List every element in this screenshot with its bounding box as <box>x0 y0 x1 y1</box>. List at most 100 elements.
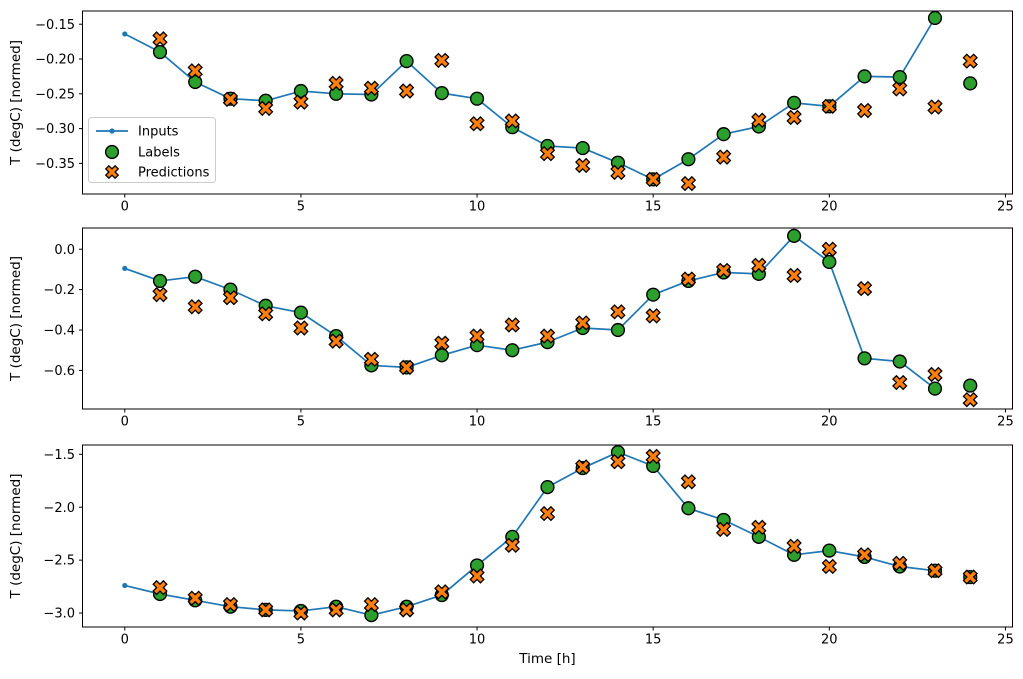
label-marker-circle <box>505 343 520 358</box>
subplot-2: 0 5 10 15 20 25 0.0 −0.2 −0.4 −0.6 T (degC) [norme… <box>8 227 1014 430</box>
y-tick-label: −0.25 <box>35 87 75 102</box>
prediction-marker-x <box>469 568 485 584</box>
prediction-marker-x <box>187 63 203 79</box>
prediction-marker-x <box>821 98 838 115</box>
label-marker-circle <box>188 74 203 90</box>
input-dot <box>122 582 128 589</box>
axes-frame <box>82 444 1013 628</box>
prediction-marker-x <box>821 241 838 257</box>
prediction-marker-x <box>257 602 274 618</box>
prediction-marker-x <box>610 454 626 470</box>
x-tick-label: 10 <box>469 633 486 648</box>
prediction-marker-x <box>751 519 767 536</box>
prediction-marker-x <box>152 579 168 596</box>
label-marker-circle <box>152 44 168 60</box>
label-marker-circle <box>575 140 590 156</box>
prediction-marker-x <box>786 538 802 555</box>
label-marker-circle <box>152 273 168 289</box>
prediction-marker-x <box>892 374 908 391</box>
axes-frame <box>82 227 1013 410</box>
legend-inputs-dot <box>109 128 115 134</box>
prediction-marker-x <box>469 328 485 344</box>
label-marker-circle <box>822 543 837 558</box>
label-marker-circle <box>434 348 449 363</box>
label-marker-circle <box>857 69 872 84</box>
prediction-marker-x <box>539 145 556 162</box>
prediction-marker-x <box>434 584 450 600</box>
label-marker-circle <box>786 228 802 243</box>
x-tick-label: 5 <box>297 200 305 215</box>
prediction-marker-x <box>856 280 873 297</box>
prediction-marker-x <box>398 359 415 376</box>
prediction-marker-x <box>222 91 239 108</box>
y-tick-label: −3.0 <box>43 607 75 622</box>
prediction-marker-x <box>575 459 591 475</box>
prediction-marker-x <box>504 317 520 333</box>
prediction-marker-x <box>927 562 943 579</box>
label-marker-circle <box>963 378 978 393</box>
label-marker-circle <box>188 269 203 284</box>
label-marker-circle <box>963 76 978 91</box>
x-tick-label: 10 <box>469 200 486 215</box>
prediction-marker-x <box>962 392 978 408</box>
prediction-marker-x <box>257 306 274 322</box>
label-marker-circle <box>716 127 731 142</box>
prediction-marker-x <box>363 80 380 96</box>
prediction-marker-x <box>398 83 415 99</box>
prediction-marker-x <box>751 257 767 274</box>
prediction-marker-x <box>715 521 732 538</box>
label-marker-circle <box>681 501 696 516</box>
prediction-marker-x <box>645 308 661 324</box>
prediction-marker-x <box>152 31 168 47</box>
label-marker-circle <box>927 381 943 396</box>
prediction-marker-x <box>575 157 591 174</box>
label-marker-circle <box>434 86 449 101</box>
series-predictions <box>152 31 978 192</box>
prediction-marker-x <box>222 289 239 306</box>
prediction-marker-x <box>645 448 661 465</box>
y-tick-label: −0.35 <box>35 157 75 172</box>
legend-entry-label: Predictions <box>138 166 210 181</box>
input-dot <box>122 31 128 37</box>
prediction-marker-x <box>892 555 908 572</box>
legend-entry-label: Inputs <box>138 125 179 140</box>
x-tick-label: 0 <box>121 633 129 648</box>
label-marker-circle <box>646 287 661 302</box>
y-tick-label: −0.20 <box>35 53 75 68</box>
y-axis-label: T (degC) [normed] <box>8 256 24 382</box>
legend-box <box>88 117 216 183</box>
prediction-marker-x <box>539 328 556 344</box>
prediction-marker-x <box>715 149 732 165</box>
y-tick-label: −2.5 <box>43 554 75 569</box>
x-tick-label: 15 <box>645 200 662 215</box>
x-tick-label: 15 <box>645 633 662 648</box>
prediction-marker-x <box>786 267 802 284</box>
y-tick-label: −0.2 <box>43 283 75 298</box>
legend-entry-label: Labels <box>138 146 180 161</box>
prediction-marker-x <box>328 602 344 618</box>
y-axis-label: T (degC) [normed] <box>8 40 24 166</box>
prediction-marker-x <box>892 81 908 97</box>
y-tick-label: −1.5 <box>43 448 75 463</box>
prediction-marker-x <box>222 596 239 613</box>
label-marker-circle <box>681 152 696 167</box>
label-marker-circle <box>610 322 626 338</box>
x-tick-label: 25 <box>997 415 1014 430</box>
prediction-marker-x <box>363 596 380 613</box>
prediction-marker-x <box>328 75 344 92</box>
prediction-marker-x <box>187 590 203 606</box>
prediction-marker-x <box>680 175 697 192</box>
prediction-marker-x <box>293 94 309 110</box>
series-predictions <box>152 448 978 621</box>
x-tick-label: 20 <box>821 633 838 648</box>
prediction-marker-x <box>962 53 978 69</box>
input-dot <box>122 265 128 272</box>
x-tick-label: 5 <box>297 633 305 648</box>
label-marker-circle <box>293 305 309 320</box>
x-tick-label: 10 <box>469 415 486 430</box>
legend-labels-circle <box>104 144 120 160</box>
prediction-marker-x <box>504 113 520 129</box>
prediction-marker-x <box>469 116 485 132</box>
prediction-marker-x <box>575 315 591 331</box>
legend: Inputs Labels Predictions <box>88 117 216 183</box>
